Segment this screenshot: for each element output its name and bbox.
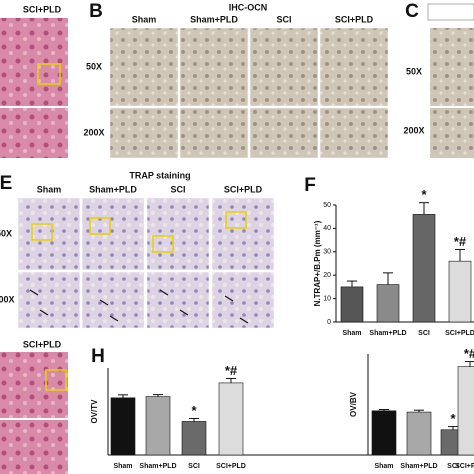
row-label: 200X [0,294,15,304]
histology-image [17,197,81,271]
significance-mark: *# [225,363,238,378]
row-label: 50X [0,228,12,238]
y-tick-label: 10 [323,295,331,302]
column-header: SCI [170,184,185,194]
bar [376,284,400,323]
column-header: SCI [276,14,291,24]
x-tick-label: SCI+PLD [455,463,474,470]
arrow [159,289,169,296]
bar [181,421,207,456]
arrow [109,315,119,322]
histology-image [319,27,389,107]
histology-image [430,28,474,106]
histology-image [109,107,179,159]
column-header: SCI+PLD [23,4,62,14]
arrow [224,295,234,302]
histology-image [249,27,319,107]
x-tick-label: SCI+PLD [216,463,246,470]
significance-mark: * [191,403,197,418]
y-axis-label: N.TRAP+/B.Pm (mm⁻¹) [313,220,322,306]
histology-image [81,271,145,329]
histology-image [211,197,275,271]
significance-mark: * [450,411,456,426]
x-tick-label: Sham+PLD [400,463,437,470]
histology-image [0,18,68,106]
column-header: SCI+PLD [23,339,62,349]
panel-letter: B [89,1,103,22]
bar [457,366,474,456]
histology-image [0,420,68,474]
histology-image [0,108,68,158]
y-axis-label: OV/TV [90,399,99,424]
histology-image [17,271,81,329]
y-axis-label: OV/BV [349,391,358,417]
histology-image [249,107,319,159]
row-label: 200X [403,125,424,135]
bar [412,214,436,323]
column-header: Sham [132,14,157,24]
panel-title: IHC-OCN [229,2,268,12]
x-tick-label: Sham+PLD [369,330,406,337]
significance-mark: *# [464,346,474,361]
zoom-box [89,217,111,235]
histology-image [0,352,68,418]
histology-image [109,27,179,107]
x-tick-label: SCI [447,463,459,470]
column-header: Sham+PLD [190,14,238,24]
y-tick-label: 0 [327,319,331,326]
row-label: 200X [83,127,104,137]
column-header: SCI+PLD [335,14,374,24]
y-tick-label: 30 [323,249,331,256]
arrow [239,317,249,324]
zoom-box [45,369,67,391]
bar [406,411,432,456]
zoom-box [225,211,247,229]
histology-image [319,107,389,159]
bar [340,286,364,323]
bar [145,396,171,456]
significance-mark: * [421,187,427,202]
histology-image [179,107,249,159]
significance-mark: *# [454,234,467,249]
arrow [99,299,109,306]
x-tick-label: Sham [374,463,393,470]
histology-image [179,27,249,107]
y-tick-label: 50 [323,202,331,209]
x-tick-label: SCI [188,463,200,470]
bar [448,260,472,323]
x-tick-label: Sham [113,463,132,470]
panel-title: TRAP staining [129,170,190,180]
x-tick-label: Sham+PLD [139,463,176,470]
x-tick-label: Sham [342,330,361,337]
column-header: Sham [37,184,62,194]
y-tick-label: 40 [323,225,331,232]
bar [110,397,136,456]
x-tick-label: SCI [418,330,430,337]
bar [371,410,397,456]
panel-letter: F [304,175,316,196]
histology-image [146,197,210,271]
panel-letter: H [91,346,105,367]
arrow [29,289,39,296]
zoom-box [31,223,53,241]
arrow [39,309,49,316]
column-header: Sham+PLD [89,184,137,194]
zoom-box [37,63,61,85]
histology-image [430,108,474,158]
panel-letter: C [405,1,419,22]
histology-image [211,271,275,329]
x-tick-label: SCI+PLD [445,330,474,337]
zoom-box [152,235,174,253]
panel-letter: E [0,173,12,194]
column-header: SCI+PLD [224,184,263,194]
arrow [179,309,189,316]
bar [218,382,244,456]
title-box [427,3,474,21]
row-label: 50X [86,61,102,71]
y-tick-label: 20 [323,272,331,279]
row-label: 50X [406,66,422,76]
histology-image [146,271,210,329]
